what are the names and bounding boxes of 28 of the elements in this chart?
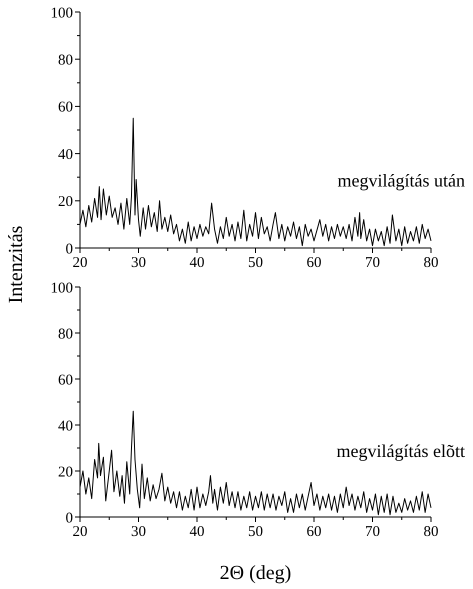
y-tick-label: 40 [58, 418, 73, 434]
x-tick-label: 50 [248, 255, 263, 271]
x-tick-label: 40 [190, 255, 204, 271]
x-tick-label: 50 [248, 524, 263, 540]
y-tick-label: 0 [66, 510, 73, 526]
x-tick-label: 70 [365, 524, 380, 540]
y-tick-label: 20 [58, 464, 73, 480]
y-tick-label: 60 [58, 100, 73, 116]
x-tick-label: 40 [190, 524, 204, 540]
x-tick-label: 80 [424, 255, 438, 271]
y-tick-label: 20 [58, 194, 73, 210]
x-tick-label: 60 [306, 255, 322, 271]
annotation: megvilágítás elõtt [336, 441, 465, 462]
y-tick-label: 0 [66, 241, 73, 258]
y-axis-title: Intenzitás [5, 225, 27, 304]
y-tick-label: 80 [58, 326, 73, 342]
y-tick-label: 60 [58, 372, 73, 388]
x-tick-label: 80 [424, 524, 438, 540]
y-tick-label: 80 [58, 52, 73, 68]
y-tick-label: 100 [50, 5, 73, 22]
x-axis-title: 2Θ (deg) [220, 562, 292, 584]
x-tick-label: 60 [306, 524, 322, 540]
x-tick-label: 70 [365, 255, 380, 271]
y-tick-label: 100 [50, 280, 73, 296]
y-tick-label: 40 [58, 146, 73, 163]
annotation: megvilágítás után [338, 170, 465, 191]
x-tick-label: 30 [131, 524, 146, 540]
x-tick-label: 30 [131, 255, 146, 271]
